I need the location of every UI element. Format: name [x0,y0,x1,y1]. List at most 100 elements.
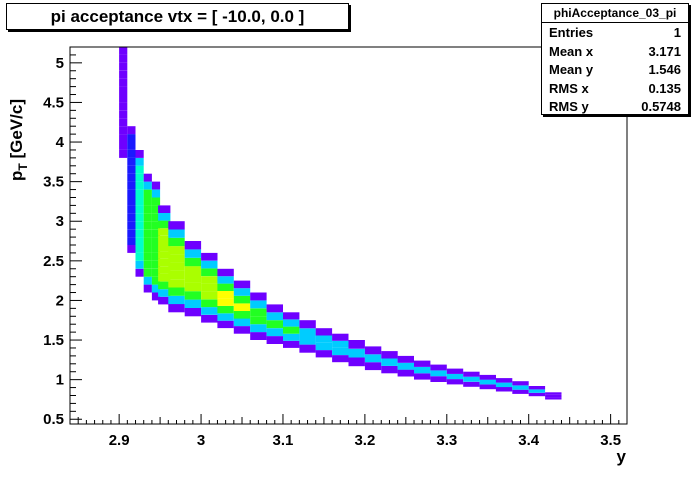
heatmap-cell [143,189,152,198]
heatmap-cell [184,249,202,258]
heatmap-cell [119,70,128,79]
heatmap-cell [158,273,171,282]
heatmap-cell [463,371,480,377]
heatmap-cell [233,311,251,319]
heatmap-cell [143,260,152,269]
heatmap-cell [545,392,562,395]
heatmap-cell [201,252,218,261]
heatmap-cell [158,266,171,274]
x-tick-label: 3.3 [436,432,457,449]
heatmap-cell [143,284,152,293]
heatmap-cell [430,364,447,371]
heatmap-cell [151,181,161,190]
heatmap-cell [127,165,136,174]
heatmap-cell [168,287,185,296]
heatmap-cell [135,213,144,222]
heatmap-cell [168,279,185,288]
heatmap-cell [283,312,300,320]
heatmap-cell [135,221,144,230]
heatmap-cell [397,355,414,363]
chart-title: pi acceptance vtx = [ -10.0, 0.0 ] [50,6,305,26]
heatmap-cell [283,333,300,341]
stats-box: phiAcceptance_03_pi Entries 1 Mean x 3.1… [541,3,689,115]
heatmap-cell [168,270,185,280]
y-tick-label: 2 [56,292,64,309]
heatmap-cell [168,246,185,255]
heatmap-cell [127,221,136,230]
stats-value: 1.546 [648,62,681,77]
heatmap-cell [217,320,234,329]
heatmap-cell [158,289,171,297]
heatmap-cell [250,324,267,333]
heatmap-cell [143,221,152,230]
heatmap-cell [348,340,365,349]
heatmap-cell [127,142,136,150]
heatmap-cell [127,126,136,135]
heatmap-cell [381,365,398,374]
heatmap-cell [545,397,562,400]
stats-label: RMS y [549,99,589,114]
heatmap-cell [135,165,144,174]
heatmap-cell [119,86,128,95]
heatmap-cell [266,304,283,313]
heatmap-cell [135,181,144,190]
heatmap-cell [143,252,152,261]
heatmap-cell [233,295,251,304]
heatmap-cell [127,157,136,166]
heatmap-cell [119,118,128,127]
y-axis-label: pT [GeV/c] [7,99,30,181]
heatmap-cell [143,205,152,214]
stats-value: 1 [673,25,681,40]
chart-title-box: pi acceptance vtx = [ -10.0, 0.0 ] [6,3,349,30]
heatmap-cell [299,344,316,353]
heatmap-cell [217,298,234,306]
heatmap-cell [217,283,234,291]
heatmap-cell [135,260,144,269]
heatmap-cell [127,237,136,245]
stats-row-entries: Entries 1 [542,23,688,42]
heatmap-cell [158,228,171,236]
heatmap-cell [151,229,161,238]
x-tick-label: 2.9 [109,432,130,449]
heatmap-cell [127,229,136,238]
stats-label: Entries [549,25,594,40]
heatmap-cell [446,379,464,385]
heatmap-cell [158,213,171,221]
heatmap-cell [143,213,152,222]
stats-value: 0.5748 [641,99,681,114]
heatmap-cell [479,374,496,380]
heatmap-cell [135,245,144,253]
heatmap-cell [135,189,144,198]
y-tick-label: 4 [56,134,65,151]
heatmap-cell [168,254,185,263]
y-tick-label: 4.5 [43,94,64,111]
x-tick-label: 3.1 [273,432,294,449]
heatmap-cell [364,362,382,371]
stats-row-mean-x: Mean x 3.171 [542,42,688,61]
heatmap-cell [119,110,128,119]
y-tick-label: 3 [56,213,64,230]
heatmap-cell [143,173,152,182]
heatmap-cell [381,358,398,366]
heatmap-cell [151,221,161,230]
y-axis: 0.5 1 1.5 2 2.5 3 3.5 4 4.5 5 [43,46,82,428]
heatmap-cell [250,316,267,325]
heatmap-cell [201,260,218,269]
heatmap-cell [201,307,218,315]
heatmap-cell [119,150,128,158]
heatmap-cell [250,300,267,309]
heatmap-cell [151,252,161,261]
stats-histogram-name: phiAcceptance_03_pi [542,4,688,23]
stats-value: 0.135 [648,80,681,96]
heatmap-cell [364,354,382,363]
heatmap-cell [135,252,144,261]
heatmap-cell [315,350,333,358]
heatmap-cell [119,134,128,142]
heatmap-cell [184,257,202,267]
heatmap-cell [414,360,431,367]
heatmap-cell [184,274,202,283]
heatmap-cell [430,370,447,377]
heatmap-cell [233,318,251,327]
heatmap-cell [217,305,234,314]
heatmap-cell [135,268,144,277]
